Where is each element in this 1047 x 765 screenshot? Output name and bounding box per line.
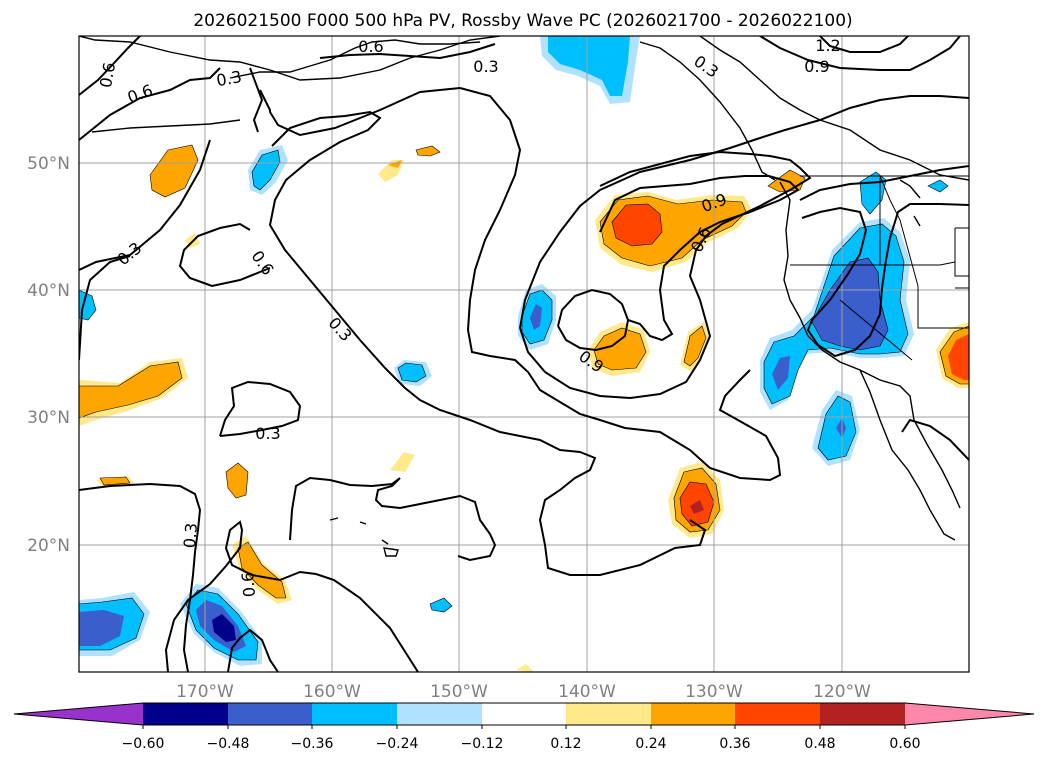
chart-title: 2026021500 F000 500 hPa PV, Rossby Wave … bbox=[193, 11, 852, 31]
y-tick-label: 50°N bbox=[27, 154, 70, 174]
x-tick-label: 150°W bbox=[430, 682, 488, 702]
shade-royal-ca2 bbox=[772, 356, 790, 390]
colorbar-tick-label: −0.24 bbox=[376, 736, 419, 752]
shade-yellow-s bbox=[516, 664, 534, 672]
shade-darkred-sub bbox=[690, 500, 704, 514]
colorbar-bin bbox=[735, 703, 820, 725]
colorbar-tick-label: 0.60 bbox=[889, 736, 920, 752]
colorbar-tick-label: 0.12 bbox=[550, 736, 581, 752]
pv-contours bbox=[79, 36, 969, 672]
x-tick-label: 140°W bbox=[558, 682, 616, 702]
contour-label: 0.3 bbox=[215, 67, 243, 90]
shade-orange-nw bbox=[149, 144, 199, 198]
contour-label: 0.3 bbox=[180, 522, 201, 549]
y-axis-labels: 20°N 30°N 40°N 50°N bbox=[27, 154, 70, 556]
map-frame bbox=[78, 35, 970, 673]
shade-royal-ca bbox=[811, 257, 889, 351]
colorbar-bin bbox=[566, 703, 651, 725]
contour-label: 1.2 bbox=[815, 36, 840, 55]
shade-orange-mid bbox=[593, 327, 647, 371]
x-axis-labels: 170°W 160°W 150°W 140°W 130°W 120°W bbox=[176, 682, 871, 702]
shade-orange-mid2 bbox=[683, 325, 707, 367]
shade-blue-1 bbox=[251, 149, 281, 191]
colorbar-bin bbox=[482, 703, 566, 725]
shade-yellow-2 bbox=[390, 452, 415, 472]
contour-label: 0.3 bbox=[473, 57, 498, 76]
colorbar-extend-high bbox=[905, 703, 1034, 725]
colorbar-tick-label: −0.48 bbox=[207, 736, 250, 752]
colorbar-bin bbox=[312, 703, 397, 725]
contour-label: 0.6 bbox=[358, 37, 383, 56]
shade-blue-2 bbox=[397, 362, 427, 383]
shade-royal-3 bbox=[530, 304, 542, 330]
y-tick-label: 30°N bbox=[27, 408, 70, 428]
x-tick-label: 170°W bbox=[176, 682, 234, 702]
contour-label: 0.6 bbox=[238, 571, 259, 598]
colorbar-extend-low bbox=[14, 703, 143, 725]
colorbar-bin bbox=[397, 703, 482, 725]
colorbar-tick-label: 0.36 bbox=[719, 736, 750, 752]
colorbar-bin bbox=[143, 703, 228, 725]
coastlines bbox=[79, 36, 969, 557]
colorbar-tick-label: −0.36 bbox=[291, 736, 334, 752]
colorbar-tick-label: −0.12 bbox=[461, 736, 504, 752]
contour-label: 0.3 bbox=[255, 424, 280, 443]
contour-label: 0.6 bbox=[96, 61, 119, 89]
colorbar-tick-label: 0.48 bbox=[804, 736, 835, 752]
y-tick-label: 20°N bbox=[27, 536, 70, 556]
x-tick-label: 120°W bbox=[813, 682, 871, 702]
shade-royal-sw bbox=[79, 610, 124, 646]
colorbar: −0.60 −0.48 −0.36 −0.24 −0.12 0.12 0.24 … bbox=[13, 702, 1035, 752]
shade-orange-w bbox=[79, 361, 183, 419]
shade-blue-ne2 bbox=[927, 179, 949, 193]
shade-blue-3 bbox=[429, 597, 453, 613]
shade-orange-4 bbox=[225, 462, 249, 499]
colorbar-tick-label: −0.60 bbox=[122, 736, 165, 752]
colorbar-bin bbox=[228, 703, 312, 725]
colorbar-tick-label: 0.24 bbox=[635, 736, 666, 752]
shade-royal-ca3 bbox=[836, 418, 846, 438]
shade-blue-w bbox=[79, 289, 97, 321]
map-panel: 0.6 0.6 0.3 0.6 0.3 0.3 1.2 0.9 0.3 0.6 … bbox=[79, 36, 969, 672]
shade-orange-3 bbox=[99, 476, 131, 486]
shade-blue-gulf bbox=[548, 36, 630, 96]
shade-orange-2 bbox=[415, 145, 441, 157]
contour-label: 0.9 bbox=[804, 57, 829, 76]
y-tick-label: 40°N bbox=[27, 281, 70, 301]
shade-red-e bbox=[948, 334, 969, 380]
x-tick-label: 130°W bbox=[685, 682, 743, 702]
colorbar-bin bbox=[820, 703, 905, 725]
shaded-anomalies bbox=[79, 36, 969, 672]
shade-navy-sw2 bbox=[212, 614, 236, 642]
colorbar-bin bbox=[651, 703, 735, 725]
x-tick-label: 160°W bbox=[303, 682, 361, 702]
shade-orange-1 bbox=[388, 160, 402, 168]
shade-red-ne bbox=[611, 203, 663, 247]
